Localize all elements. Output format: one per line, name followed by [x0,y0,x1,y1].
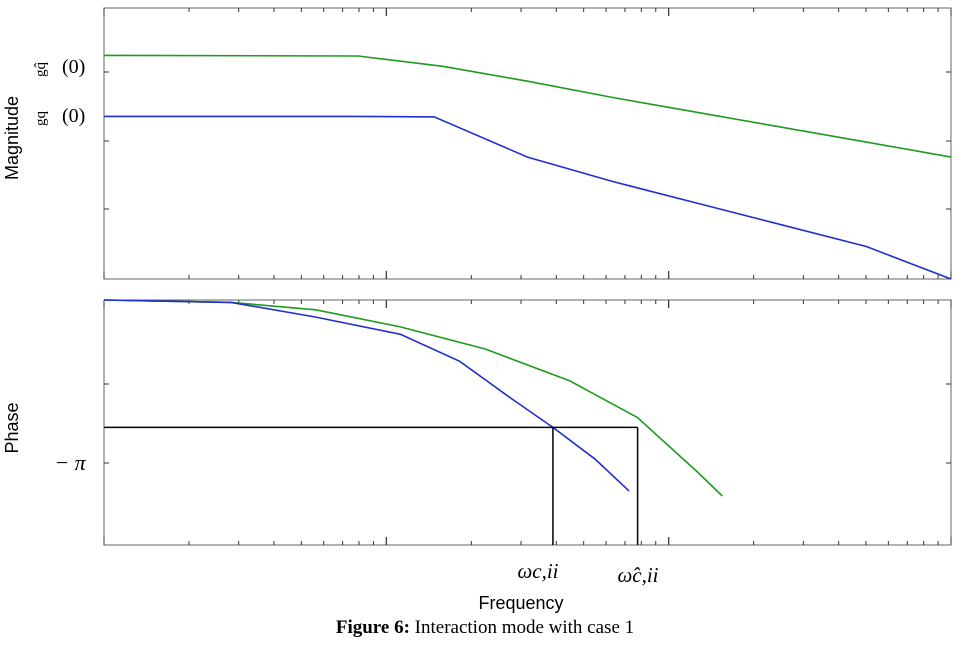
phase-ticks [103,300,952,545]
magnitude-ytick-gqhat-symbol: gq̂ [33,62,49,78]
magnitude-ticks [103,8,952,279]
magnitude-series-line [103,54,952,158]
phase-plot-area [103,299,723,545]
magnitude-ylabel: Magnitude [2,96,22,180]
annotation-omega-hat-c: ω̂c,ii [617,563,658,587]
phase-axes-frame [103,299,952,546]
figure-caption: Figure 6: Interaction mode with case 1 [0,617,970,639]
phase-ytick-minus-pi: − π [54,450,86,475]
phase-series-line [103,299,630,492]
phase-ylabel: Phase [2,402,22,453]
caption-text: Interaction mode with case 1 [414,617,635,638]
magnitude-ytick-gq: (0) [62,105,85,127]
phase-series-line [103,299,723,497]
magnitude-ytick-gq-symbol: gq [33,111,49,127]
magnitude-plot-area [103,54,952,280]
magnitude-series-line [104,115,952,280]
phase-xlabel: Frequency [478,593,563,613]
magnitude-axes-frame [103,7,952,280]
annotation-omega-c: ωc,ii [517,559,558,583]
caption-label: Figure 6: [335,617,410,638]
magnitude-ytick-gqhat: (0) [62,56,85,78]
